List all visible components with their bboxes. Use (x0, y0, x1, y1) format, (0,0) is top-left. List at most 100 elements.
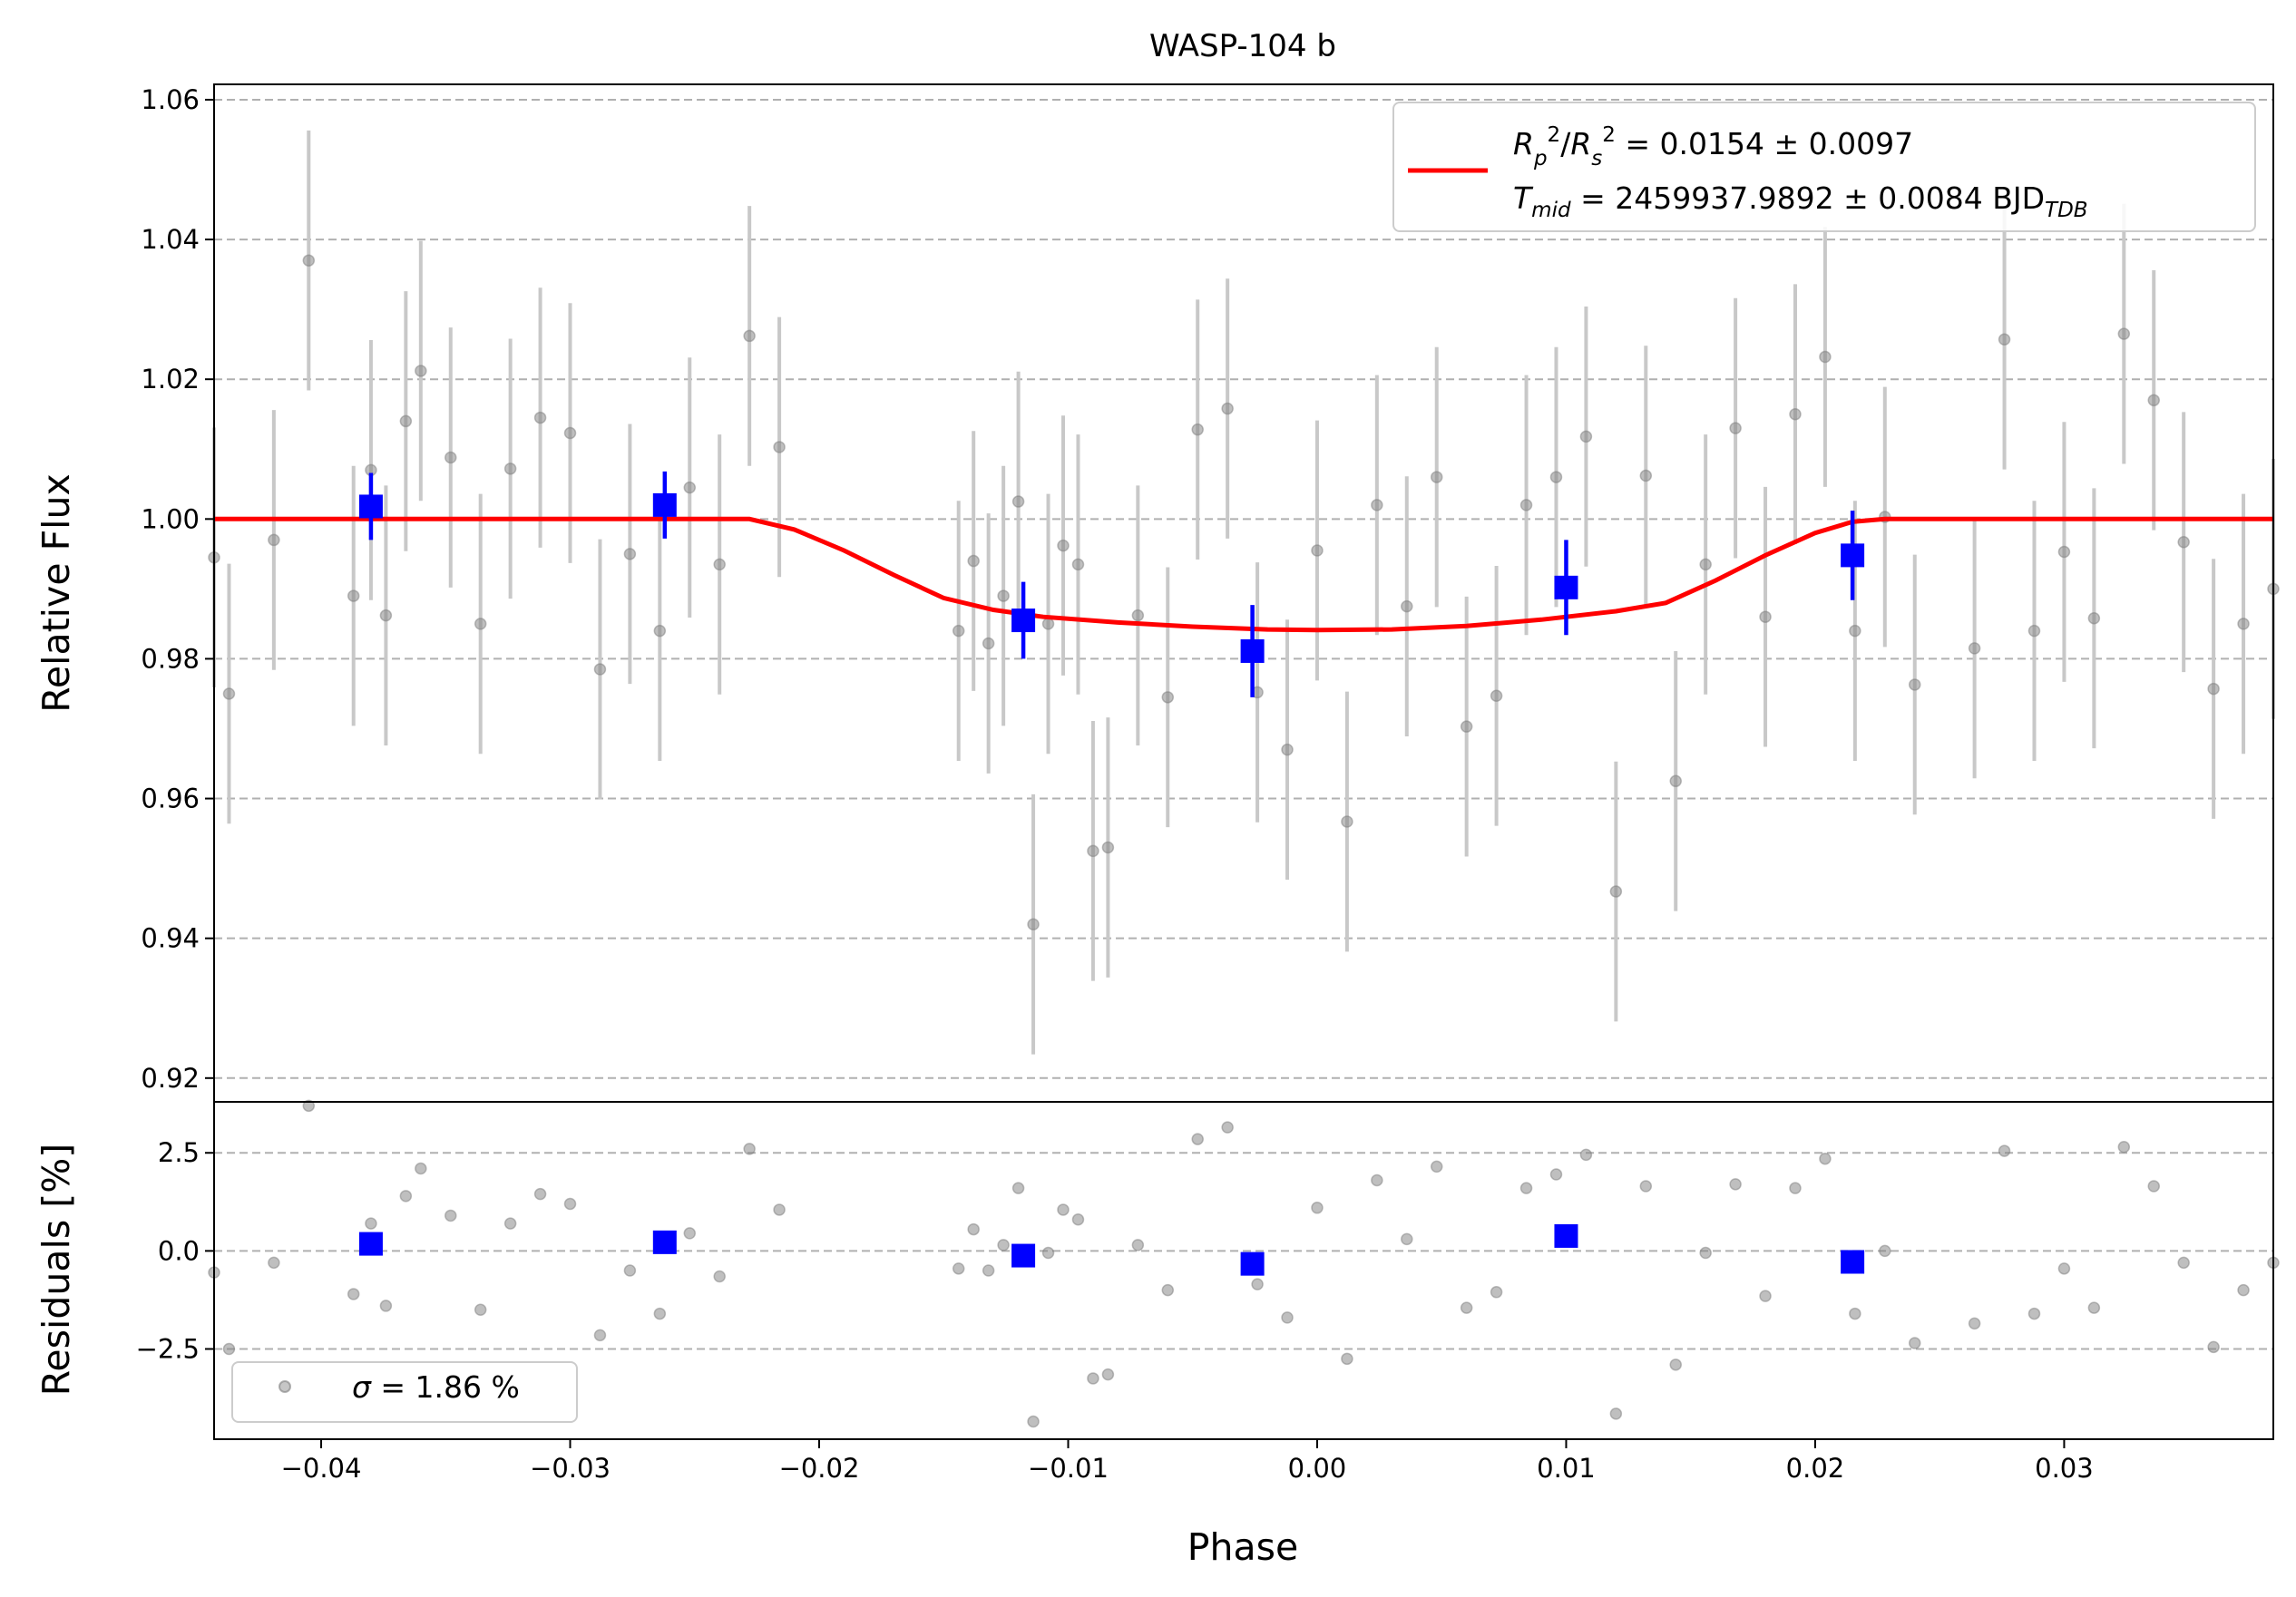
data-point (1071, 558, 1085, 571)
residuals-panel: −2.5 0.0 2.5 −0.04 −0.03 −0.02 −0.01 0.00 0.01 0… (34, 1099, 2280, 1569)
residual-point (1087, 1372, 1099, 1385)
data-point (1549, 471, 1563, 483)
data-point (743, 329, 756, 343)
residual-point (445, 1209, 457, 1222)
data-point (653, 624, 667, 638)
legend-rs-symbol: R (1570, 126, 1591, 161)
residual-point (379, 1300, 393, 1312)
legend-tmid-units: TDB (2045, 199, 2088, 222)
residual-point (2087, 1301, 2101, 1314)
residual-point (967, 1222, 980, 1236)
residual-point (623, 1264, 637, 1277)
data-point (474, 618, 487, 630)
data-point (1609, 885, 1623, 898)
residual-point (952, 1262, 965, 1275)
x-tick-label: 0.02 (1786, 1453, 1845, 1484)
residual-point (1371, 1173, 1383, 1187)
residual-point (1759, 1290, 1772, 1302)
residual-binned-point (358, 1232, 383, 1256)
residual-point (1011, 1182, 1025, 1194)
data-point (593, 663, 607, 676)
residual-point (1430, 1160, 1443, 1173)
top-legend-box (1392, 102, 2256, 232)
x-tick-label: −0.01 (1028, 1453, 1109, 1484)
residual-binned-point (1841, 1250, 1865, 1274)
data-point (533, 411, 547, 424)
bottom-y-tick-label: 0.0 (158, 1235, 200, 1266)
data-point (1908, 678, 1921, 691)
legend-residual-swatch (278, 1380, 291, 1393)
data-point (623, 548, 637, 560)
data-point (997, 589, 1010, 602)
data-point (713, 558, 726, 571)
residual-point (1968, 1317, 1981, 1330)
residual-point (347, 1288, 360, 1300)
data-point (2237, 618, 2250, 630)
top-legend: Rp2/Rs2 = 0.0154 ± 0.0097 Tmid = 2459937… (1392, 102, 2256, 232)
data-point (1699, 558, 1712, 571)
residual-point (1849, 1307, 1861, 1320)
residual-point (1401, 1232, 1413, 1246)
bottom-legend-box (231, 1361, 578, 1423)
data-point (1729, 422, 1742, 434)
legend-sigma: σ = 1.86 % (352, 1369, 520, 1405)
data-point (1401, 599, 1413, 613)
residual-point (982, 1264, 995, 1277)
data-point (1311, 544, 1324, 557)
top-y-tick-label: 0.92 (141, 1063, 200, 1094)
top-y-ticks: 0.92 0.94 0.96 0.98 1.00 1.02 1.04 1.06 (141, 84, 214, 1094)
data-point (1011, 495, 1025, 508)
residual-point (2117, 1140, 2131, 1154)
data-point (773, 441, 786, 453)
bottom-y-axis-label: Residuals [%] (34, 1144, 78, 1397)
residual-binned-point (1554, 1223, 1578, 1248)
x-tick-label: 0.01 (1537, 1453, 1596, 1484)
data-point (1131, 609, 1145, 622)
light-curve-panel: 0.92 0.94 0.96 0.98 1.00 1.02 1.04 1.06 Relativ… (34, 83, 2280, 1103)
top-error-bars (212, 130, 2275, 1055)
bottom-y-tick-label: −2.5 (136, 1334, 200, 1365)
residual-point (1669, 1358, 1682, 1371)
residual-point (533, 1187, 547, 1201)
top-gridlines (214, 98, 2273, 1079)
residual-point (653, 1307, 667, 1320)
residual-point (1519, 1182, 1533, 1194)
data-point (2177, 535, 2190, 549)
top-y-tick-label: 1.02 (141, 364, 200, 394)
data-point (2027, 624, 2041, 638)
data-point (1639, 469, 1653, 482)
residual-point (1027, 1415, 1040, 1428)
residual-point (399, 1190, 413, 1203)
data-point (1519, 499, 1533, 511)
legend-rp-rs: Rp2/Rs2 = 0.0154 ± 0.0097 (1513, 123, 1913, 170)
bottom-y-tick-label: 2.5 (158, 1137, 200, 1168)
residual-point (2237, 1283, 2250, 1297)
data-point (1221, 402, 1234, 415)
top-y-axis-label: Relative Flux (34, 473, 78, 713)
data-point (1371, 499, 1383, 511)
legend-rp-rs-value: = 0.0154 ± 0.0097 (1625, 126, 1913, 161)
residual-point (593, 1329, 607, 1342)
data-point (1490, 689, 1503, 703)
top-y-tick-label: 0.96 (141, 784, 200, 814)
data-point (347, 589, 360, 602)
residual-point (2027, 1307, 2041, 1320)
binned-point (652, 492, 677, 517)
data-point (1968, 642, 1981, 655)
bottom-gridlines (214, 1152, 2273, 1350)
data-point (1849, 624, 1861, 638)
data-point (1460, 720, 1473, 733)
binned-point (1841, 543, 1865, 568)
data-point (1669, 774, 1682, 788)
x-axis-label: Phase (1187, 1525, 1298, 1569)
data-point (1819, 350, 1832, 364)
x-tick-label: −0.04 (281, 1453, 362, 1484)
residual-binned-point (1240, 1251, 1265, 1276)
data-point (503, 463, 517, 475)
residual-point (2177, 1256, 2190, 1270)
legend-sigma-value: = 1.86 % (380, 1369, 519, 1405)
residual-point (365, 1217, 377, 1230)
residual-point (773, 1203, 786, 1216)
data-point (967, 554, 980, 568)
